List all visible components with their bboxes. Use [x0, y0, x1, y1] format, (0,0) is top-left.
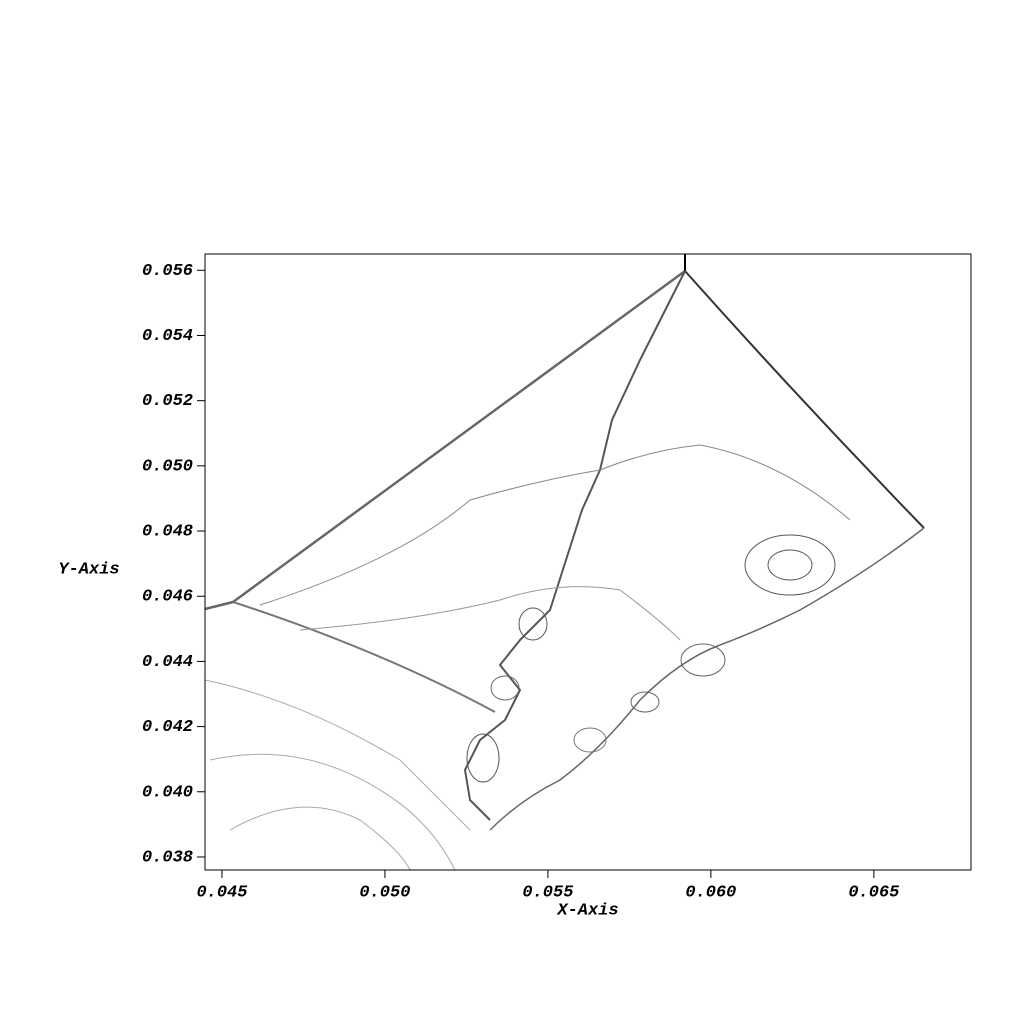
y-tick-label: 0.044 [142, 653, 193, 672]
vortex [490, 675, 520, 701]
y-tick-label: 0.040 [142, 783, 193, 802]
y-tick-label: 0.050 [142, 457, 193, 476]
vortex [680, 643, 726, 677]
vortex [630, 691, 660, 713]
contour-line [204, 679, 471, 871]
x-tick-label: 0.055 [522, 883, 573, 902]
y-tick-label: 0.048 [142, 523, 193, 542]
vortex [767, 549, 813, 581]
contour-line [489, 527, 925, 831]
contour-line [299, 586, 681, 641]
x-tick-label: 0.045 [196, 883, 247, 902]
x-tick-label: 0.065 [848, 883, 899, 902]
contour-line [259, 444, 851, 606]
x-axis-label: X-Axis [556, 901, 618, 920]
contour-line [464, 270, 686, 821]
contour-line [204, 269, 686, 611]
x-tick-label: 0.050 [359, 883, 410, 902]
y-tick-label: 0.038 [142, 848, 193, 867]
contour-line [684, 270, 925, 529]
vortex [466, 733, 500, 783]
vortex [573, 727, 607, 753]
y-tick-label: 0.056 [142, 262, 193, 281]
vortex [518, 607, 548, 641]
y-tick-label: 0.046 [142, 588, 193, 607]
contour-line [232, 601, 496, 713]
y-axis-label: Y-Axis [58, 560, 119, 579]
plot-frame [204, 253, 972, 871]
y-tick-label: 0.052 [142, 392, 193, 411]
y-tick-label: 0.054 [142, 327, 193, 346]
y-tick-label: 0.042 [142, 718, 193, 737]
vortex [744, 534, 836, 596]
x-tick-label: 0.060 [685, 883, 736, 902]
contour-field [204, 254, 925, 871]
